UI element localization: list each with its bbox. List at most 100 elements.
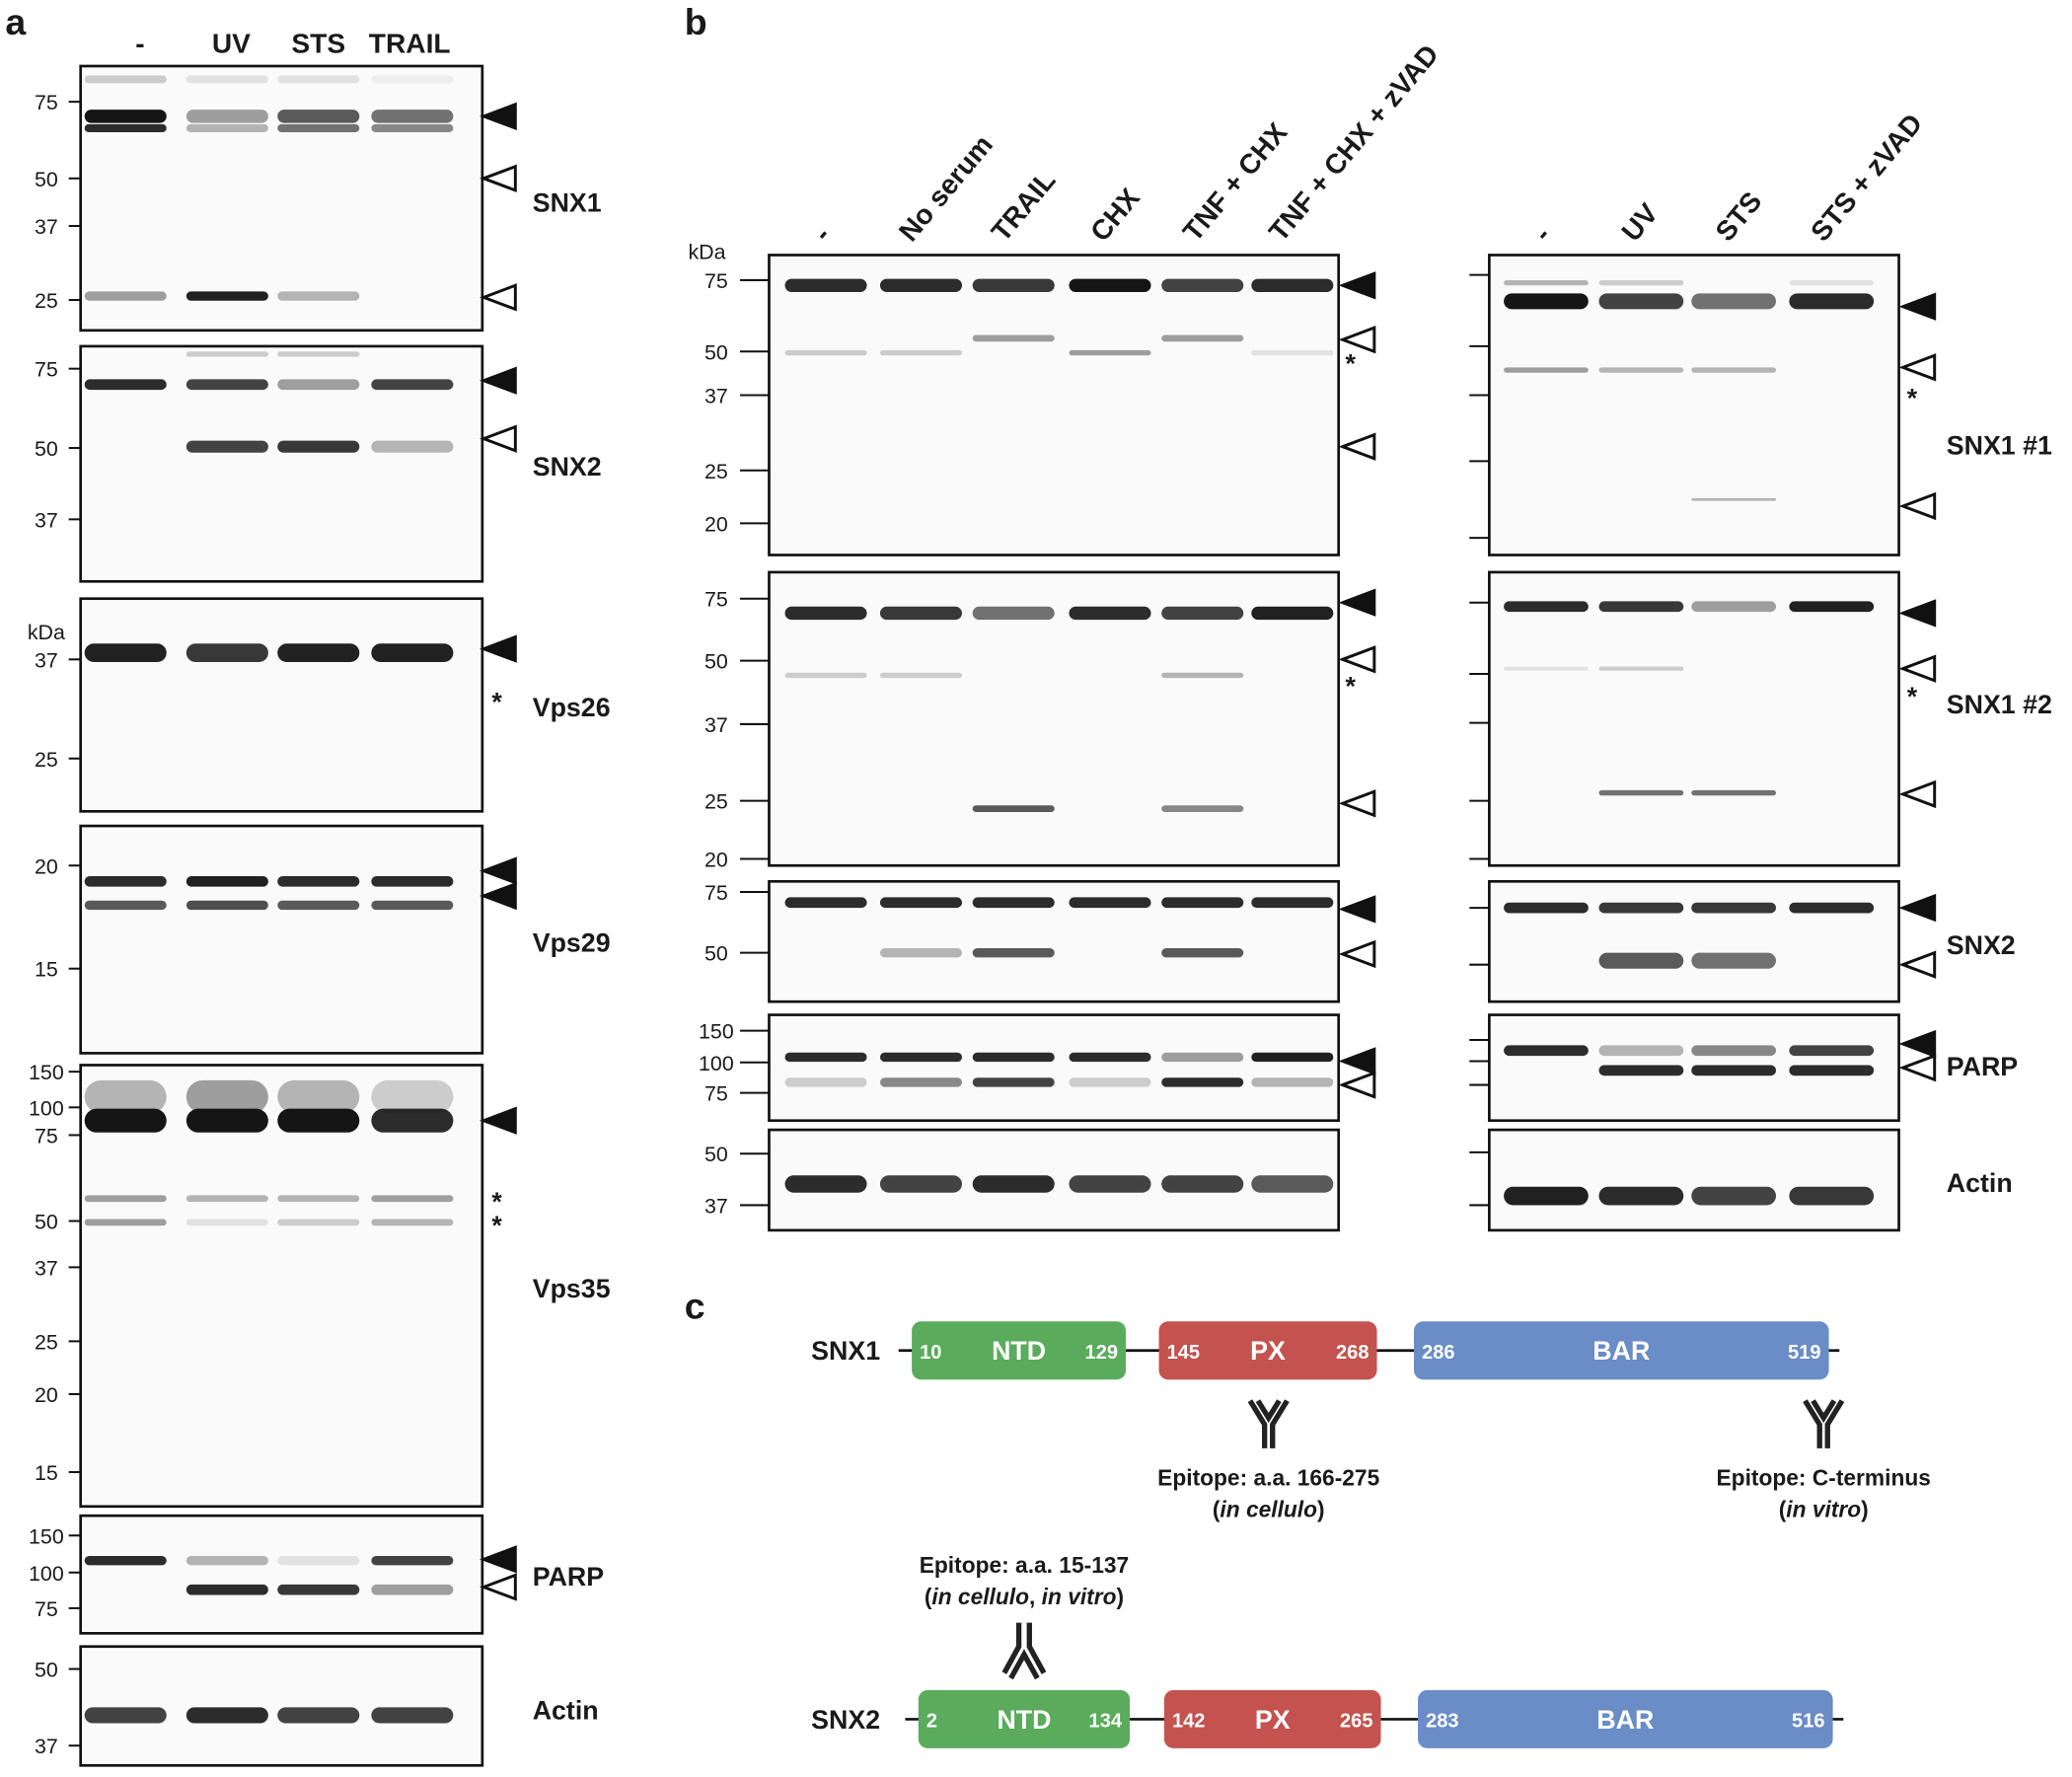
- band: [1504, 902, 1589, 914]
- arrowhead-filled: [1898, 1029, 1937, 1059]
- domain-name: BAR: [1596, 1705, 1654, 1735]
- marker-label: 37: [35, 1256, 58, 1280]
- epitope-note-part: in cellulo: [1220, 1497, 1317, 1522]
- epitope-note-part: (: [925, 1584, 932, 1609]
- band: [1598, 293, 1684, 310]
- band: [185, 291, 268, 301]
- marker-label: 50: [704, 650, 728, 674]
- epitope-note-part: in vitro: [1042, 1584, 1117, 1609]
- band: [1504, 1186, 1589, 1206]
- band: [1161, 606, 1244, 621]
- band: [972, 1052, 1055, 1063]
- band: [84, 1707, 167, 1724]
- blot-name: SNX2: [533, 452, 602, 481]
- domain-name: NTD: [997, 1705, 1051, 1735]
- band: [1069, 1175, 1151, 1193]
- band: [1598, 902, 1684, 914]
- band: [277, 351, 360, 357]
- band: [185, 440, 268, 453]
- band: [1789, 1065, 1875, 1076]
- band: [371, 440, 454, 453]
- band: [1598, 666, 1684, 671]
- band: [1251, 1175, 1334, 1193]
- band: [371, 123, 454, 132]
- marker-label: 75: [35, 358, 58, 382]
- epitope-note-part: in vitro: [1786, 1497, 1861, 1522]
- band: [1251, 1052, 1334, 1063]
- band: [185, 379, 268, 391]
- marker-label: 37: [35, 215, 58, 239]
- arrowhead-open: [1338, 789, 1376, 818]
- blot-box: [79, 1645, 484, 1767]
- marker-label: 50: [704, 942, 728, 966]
- arrowhead-filled: [479, 634, 517, 663]
- band: [371, 900, 454, 911]
- band: [1161, 1052, 1244, 1063]
- band: [879, 672, 962, 679]
- antibody-icon: [1803, 1399, 1845, 1448]
- marker-label: 37: [35, 508, 58, 532]
- blot-name: PARP: [533, 1562, 604, 1592]
- asterisk: *: [491, 688, 502, 717]
- arrowhead-filled: [1338, 588, 1376, 617]
- band: [371, 75, 454, 84]
- band: [277, 440, 360, 453]
- arrowhead-filled: [479, 881, 517, 911]
- band: [1691, 789, 1776, 796]
- band: [371, 1707, 454, 1724]
- band: [879, 278, 962, 292]
- band: [1789, 1045, 1875, 1057]
- marker-label: 25: [704, 460, 728, 483]
- asterisk: *: [1346, 349, 1357, 379]
- marker-label: 50: [35, 1211, 58, 1234]
- band: [1789, 601, 1875, 613]
- marker-label: 50: [35, 437, 58, 461]
- band: [1161, 334, 1244, 342]
- marker-label: 25: [35, 748, 58, 772]
- band: [371, 1219, 454, 1226]
- arrowhead-open: [1338, 645, 1376, 674]
- asterisk: *: [1907, 682, 1918, 711]
- blot-name: Vps29: [533, 927, 611, 957]
- blot-name: SNX2: [1947, 930, 2016, 960]
- marker-label: 15: [35, 958, 58, 982]
- band: [1161, 278, 1244, 292]
- domain-start: 286: [1422, 1342, 1455, 1364]
- domain-end: 268: [1336, 1342, 1369, 1364]
- arrowhead-filled: [479, 102, 517, 131]
- domain-end: 134: [1089, 1710, 1123, 1732]
- antibody-icon: [1001, 1622, 1047, 1680]
- band: [1598, 601, 1684, 613]
- marker-label: 100: [29, 1096, 64, 1120]
- marker-label: 15: [35, 1461, 58, 1485]
- blot-box: [79, 1514, 484, 1635]
- arrowhead-open: [1898, 779, 1937, 809]
- band: [185, 1556, 268, 1566]
- blot-box-left: [768, 570, 1341, 867]
- band: [371, 1108, 454, 1133]
- band: [1789, 1186, 1875, 1206]
- blot-name: PARP: [1947, 1052, 2018, 1081]
- arrowhead-open: [1338, 326, 1376, 354]
- lane-label: -: [135, 29, 144, 59]
- band: [84, 1556, 167, 1566]
- band: [277, 1079, 360, 1114]
- band: [185, 1707, 268, 1724]
- marker-label: 150: [29, 1061, 64, 1084]
- arrowhead-open: [1898, 950, 1937, 979]
- blot-name: Actin: [1947, 1168, 2013, 1198]
- band: [277, 1556, 360, 1566]
- band: [1069, 606, 1151, 621]
- band: [277, 875, 360, 887]
- band: [972, 278, 1055, 292]
- blot-name: Vps26: [533, 693, 611, 722]
- band: [1598, 789, 1684, 796]
- band: [1069, 1052, 1151, 1063]
- marker-label: 50: [35, 168, 58, 191]
- band: [185, 1079, 268, 1114]
- antibody-icon: [1247, 1399, 1290, 1448]
- band: [371, 643, 454, 662]
- marker-label: 75: [704, 1082, 728, 1106]
- band: [1504, 1045, 1589, 1057]
